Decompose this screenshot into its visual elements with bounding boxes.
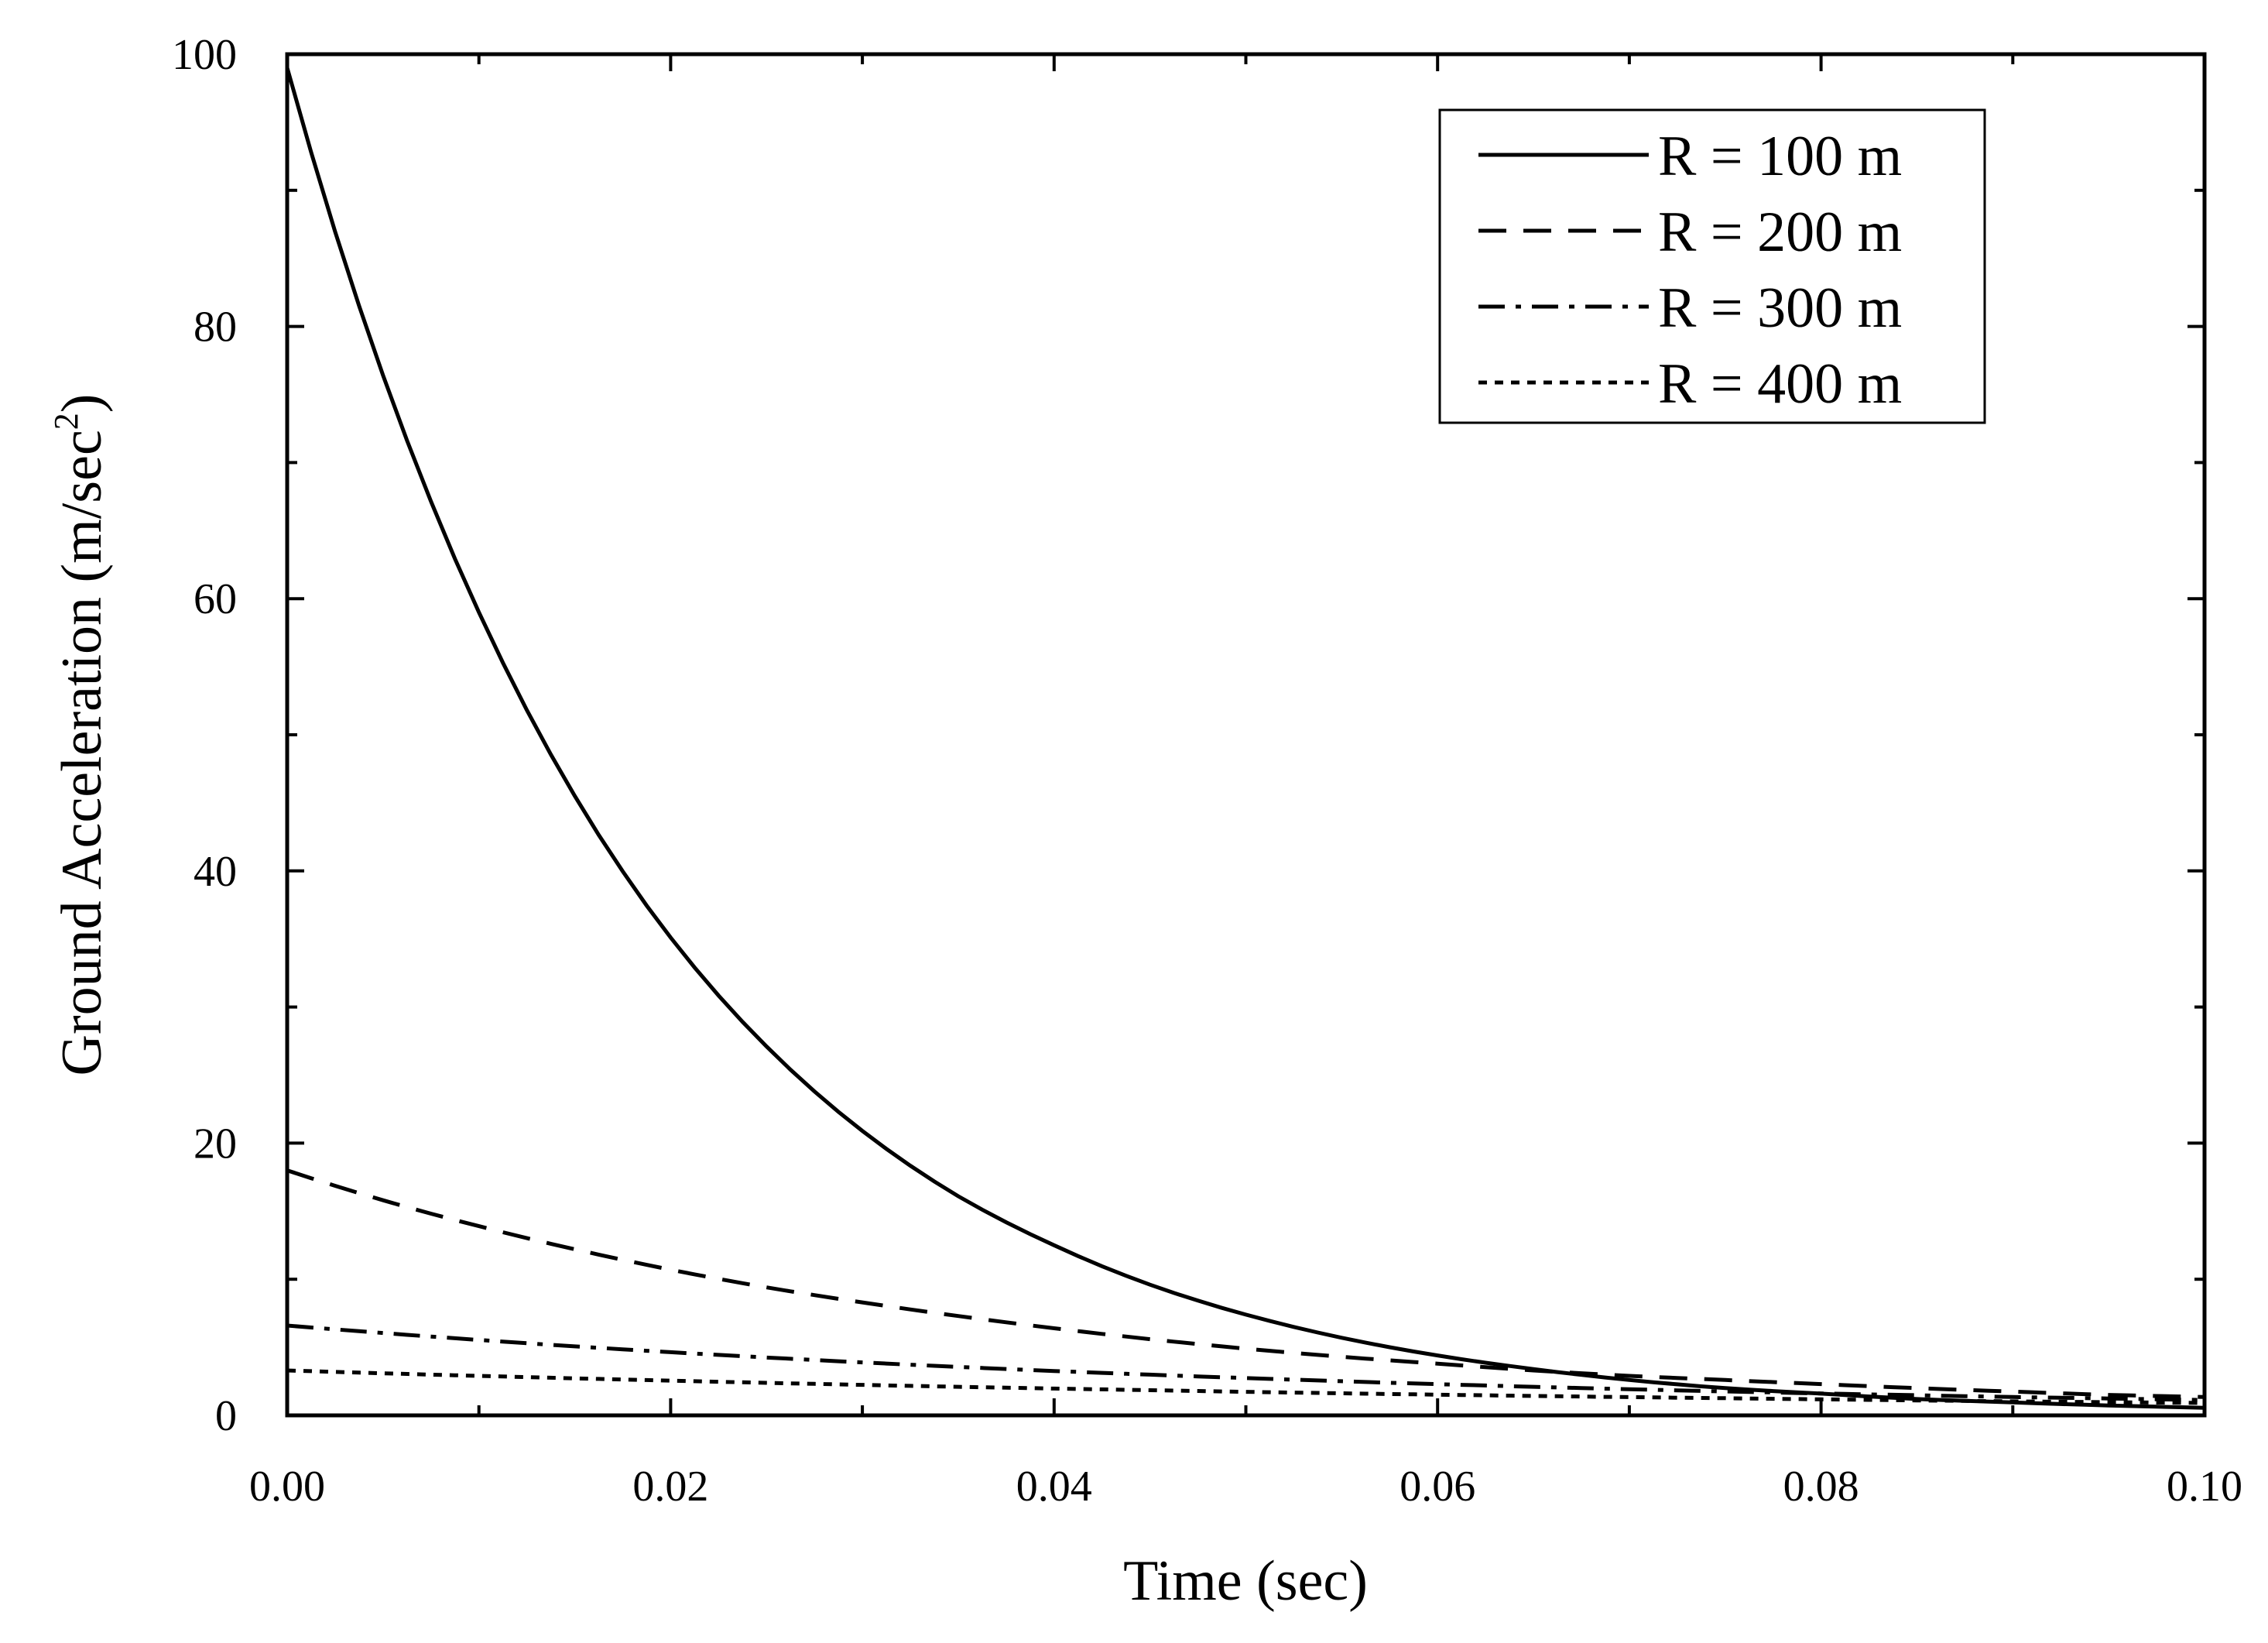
y-tick-label: 40	[194, 848, 237, 896]
x-axis-label: Time (sec)	[1123, 1549, 1368, 1613]
x-tick-label: 0.02	[632, 1463, 708, 1511]
series-line-4	[286, 1368, 2205, 1405]
y-axis-label: Ground Acceleration (m/sec2)	[47, 394, 114, 1076]
series-line-1	[285, 67, 2205, 1410]
x-tick-label: 0.00	[249, 1463, 325, 1511]
legend-label-3: R = 300 m	[1658, 276, 1902, 340]
y-tick-label: 0	[215, 1392, 237, 1440]
y-tick-label: 60	[194, 575, 237, 623]
tick-layer: 0.00 0.02 0.04 0.06 0.08 0.10 0 20 40 60 80 100	[172, 31, 2242, 1511]
legend-label-1: R = 100 m	[1658, 125, 1902, 188]
y-tick-label: 80	[194, 304, 237, 352]
x-tick-label: 0.10	[2167, 1463, 2242, 1511]
legend: R = 100 m R = 200 m R = 300 m R = 400 m	[1438, 108, 1986, 424]
y-tick-label: 20	[194, 1120, 237, 1168]
legend-label-2: R = 200 m	[1658, 201, 1902, 264]
y-axis-label-text: Ground Acceleration (m/sec	[50, 430, 114, 1075]
series-layer	[285, 67, 2205, 1410]
y-tick-label: 100	[172, 31, 237, 79]
legend-box	[1438, 108, 1986, 424]
x-tick-label: 0.04	[1016, 1463, 1092, 1511]
legend-label-4: R = 400 m	[1658, 352, 1902, 416]
x-tick-label: 0.06	[1400, 1463, 1475, 1511]
y-axis-label-superscript: 2	[47, 413, 85, 430]
x-tick-label: 0.08	[1783, 1463, 1859, 1511]
series-line-2	[286, 1168, 2205, 1399]
y-axis-label-close: )	[50, 394, 114, 413]
